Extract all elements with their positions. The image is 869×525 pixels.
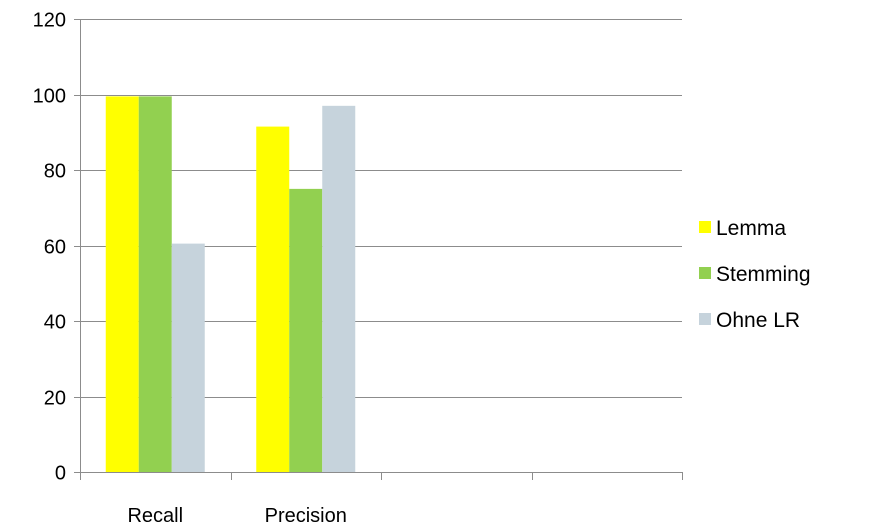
bar-lemma [256, 126, 290, 473]
x-tick-label: Precision [265, 505, 347, 525]
x-tick-labels: Recall Precision [127, 505, 346, 525]
legend-label: Ohne LR [716, 309, 800, 332]
legend-swatch [699, 221, 711, 233]
y-tick-label: 20 [44, 388, 66, 410]
legend-label: Lemma [716, 217, 786, 240]
bar-stemming [289, 188, 323, 472]
bar-ohne-lr [171, 243, 205, 472]
y-tick-label: 100 [33, 86, 66, 108]
y-tick-label: 80 [44, 161, 66, 183]
y-tick-label: 40 [44, 312, 66, 334]
bar-lemma [105, 96, 139, 472]
y-tick-label: 120 [33, 10, 66, 32]
x-tick-label: Recall [127, 505, 183, 525]
legend: Lemma Stemming Ohne LR [699, 217, 811, 332]
axes [74, 19, 683, 480]
bars [105, 96, 356, 473]
y-tick-label: 0 [55, 463, 66, 485]
y-tick-label: 60 [44, 237, 66, 259]
legend-swatch [699, 313, 711, 325]
bar-stemming [138, 96, 172, 472]
y-tick-labels: 0 20 40 60 80 100 120 [33, 10, 66, 485]
bar-ohne-lr [322, 105, 356, 472]
legend-swatch [699, 267, 711, 279]
legend-label: Stemming [716, 263, 811, 286]
